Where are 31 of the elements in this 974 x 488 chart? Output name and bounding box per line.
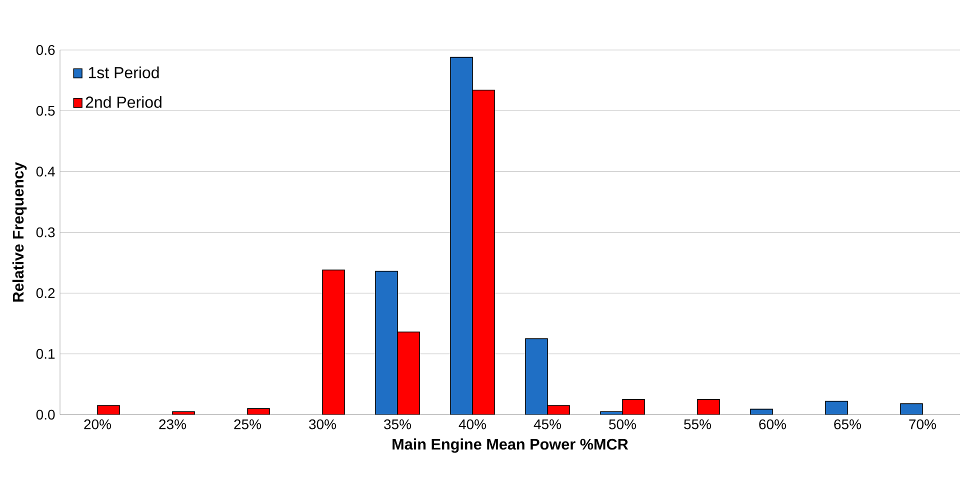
y-tick-label: 0.1 [36, 348, 55, 359]
x-tick-label: 30% [309, 419, 336, 430]
legend-label: 2nd Period [86, 96, 162, 108]
x-tick-label: 50% [609, 419, 636, 430]
bar [697, 399, 720, 415]
x-tick-label: 25% [234, 419, 262, 430]
x-tick-label: 35% [384, 419, 412, 430]
y-tick-label: 0.2 [36, 288, 55, 298]
legend-label: 1st Period [88, 66, 159, 78]
y-tick-label: 0.4 [36, 166, 55, 177]
x-tick-label: 45% [534, 419, 562, 430]
x-tick-label: 23% [159, 419, 186, 430]
bar [247, 408, 270, 415]
bar [322, 270, 345, 415]
bar [825, 400, 848, 415]
x-tick-label: 70% [909, 419, 936, 430]
y-tick-label: 0.5 [36, 106, 55, 116]
x-tick-label: 40% [458, 419, 486, 430]
y-tick-label: 0.6 [36, 45, 55, 55]
x-tick-label: 20% [84, 419, 112, 430]
x-tick-label: 65% [834, 419, 861, 430]
bar [97, 405, 120, 415]
x-tick-label: 60% [759, 419, 786, 430]
y-tick-label: 0.3 [36, 227, 55, 238]
y-tick-label: 0.0 [36, 410, 55, 420]
bar [900, 403, 923, 415]
x-tick-label: 55% [684, 419, 711, 430]
x-axis-title: Main Engine Mean Power %MCR [392, 438, 628, 453]
y-axis-title: Relative Frequency [12, 162, 27, 302]
bar [172, 411, 195, 415]
bar [750, 408, 773, 415]
